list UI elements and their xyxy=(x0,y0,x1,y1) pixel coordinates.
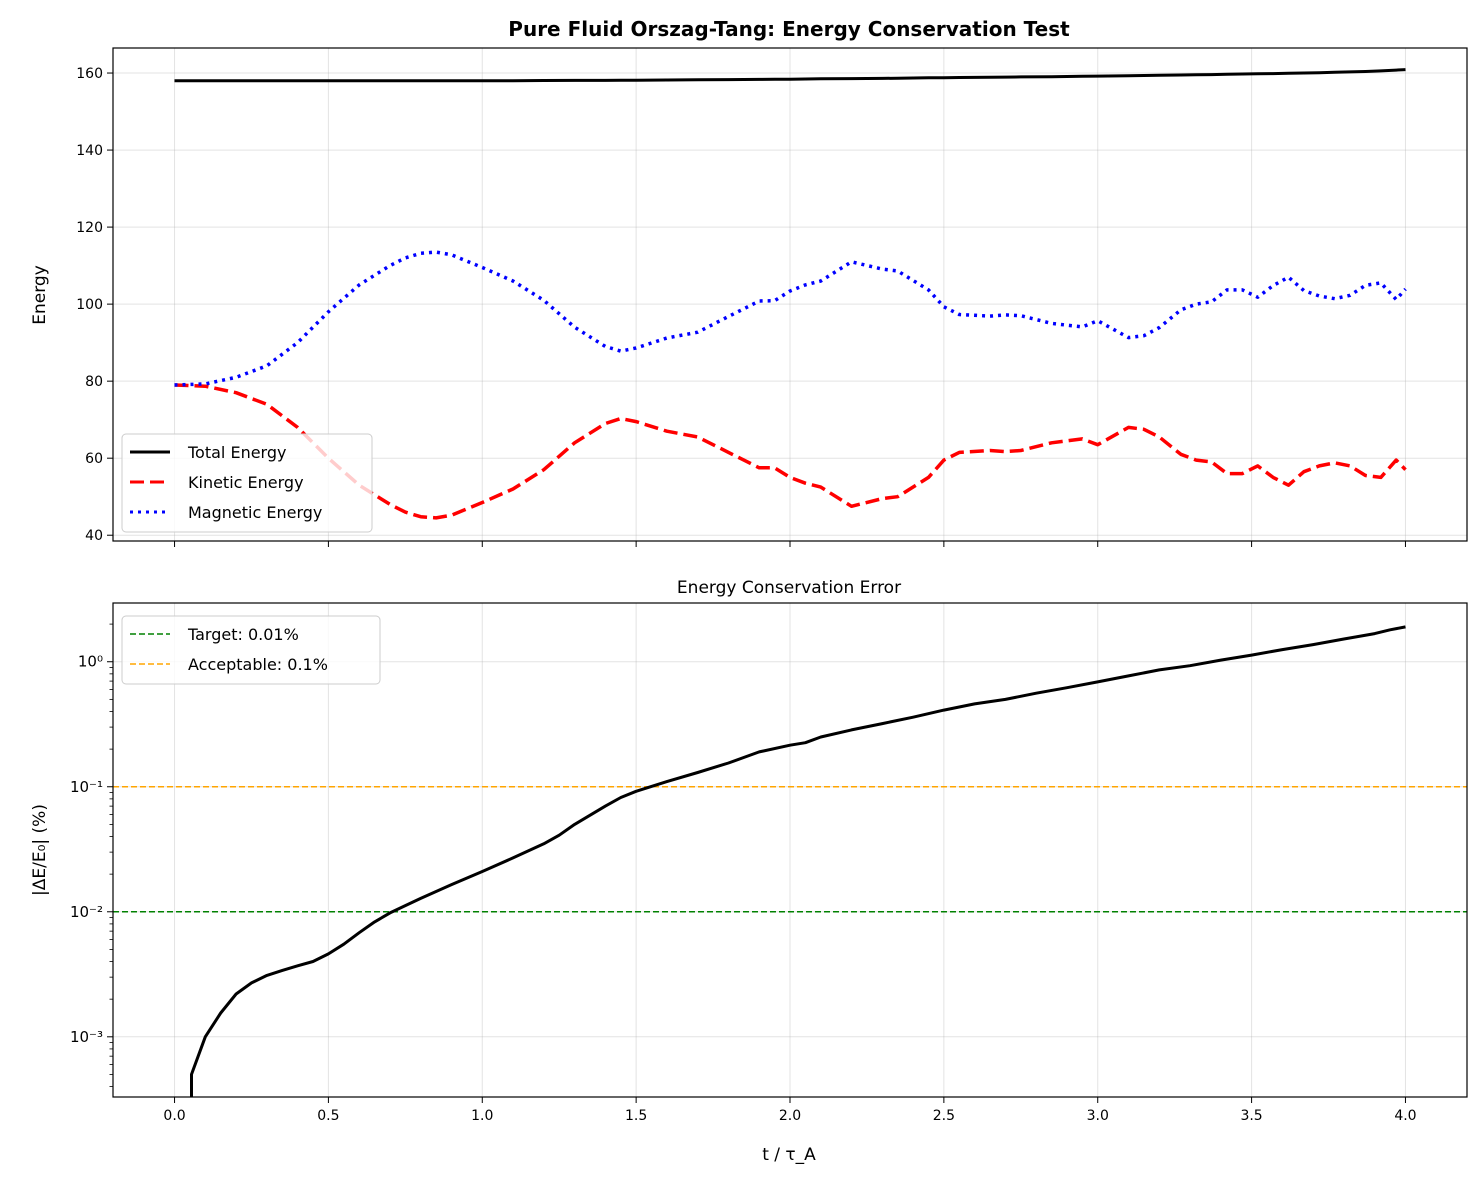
x-tick-label: 3.0 xyxy=(1087,1108,1109,1124)
y-tick-label: 100 xyxy=(76,297,103,313)
top-axes: 40 60 80 100 120 140 160 Total Energy Kinetic En… xyxy=(76,47,1468,547)
x-tick-label: 0.5 xyxy=(317,1108,339,1124)
y-tick-label: 10⁻¹ xyxy=(70,778,103,796)
x-tick-label: 1.0 xyxy=(471,1108,493,1124)
y-tick-label: 10⁻² xyxy=(70,903,103,921)
x-tick-label: 3.5 xyxy=(1240,1108,1262,1124)
series-line-error xyxy=(190,625,1406,1097)
series-line-total-energy xyxy=(174,68,1406,83)
figure-title: Pure Fluid Orszag-Tang: Energy Conservat… xyxy=(508,17,1070,41)
x-tick-label: 2.0 xyxy=(779,1108,801,1124)
plot-area xyxy=(113,625,1467,1097)
x-tick-label: 0.0 xyxy=(163,1108,185,1124)
series-line-kinetic-energy xyxy=(174,383,1407,520)
legend-box xyxy=(121,433,373,533)
top-y-axis-label: Energy xyxy=(30,265,50,325)
legend-label: Target: 0.01% xyxy=(187,625,299,644)
y-tick-label: 80 xyxy=(85,374,103,390)
bottom-subplot-title: Energy Conservation Error xyxy=(677,578,901,598)
y-tick-label: 140 xyxy=(76,143,103,159)
y-tick-label: 160 xyxy=(76,66,103,82)
legend-label: Kinetic Energy xyxy=(188,473,304,492)
y-tick-label: 10⁰ xyxy=(78,653,103,671)
legend-box xyxy=(121,615,381,685)
legend-label: Acceptable: 0.1% xyxy=(188,655,328,674)
y-tick-label: 40 xyxy=(85,528,103,544)
x-tick-label: 2.5 xyxy=(933,1108,955,1124)
plot-area xyxy=(174,68,1407,520)
x-tick-label: 4.0 xyxy=(1394,1108,1416,1124)
legend-label: Magnetic Energy xyxy=(188,503,322,522)
bottom-y-axis-label: |ΔE/E₀| (%) xyxy=(30,804,50,896)
bottom-axes: 0.0 0.5 1.0 1.5 2.0 2.5 3.0 3.5 4.0 10⁻³ 10⁻² 10⁻¹ 1… xyxy=(70,602,1468,1124)
y-tick-label: 10⁻³ xyxy=(70,1028,103,1046)
y-tick-label: 120 xyxy=(76,220,103,236)
x-tick-label: 1.5 xyxy=(625,1108,647,1124)
legend-label: Total Energy xyxy=(187,443,286,462)
y-tick-label: 60 xyxy=(85,451,103,467)
x-axis-label: t / τ_A xyxy=(762,1145,816,1165)
